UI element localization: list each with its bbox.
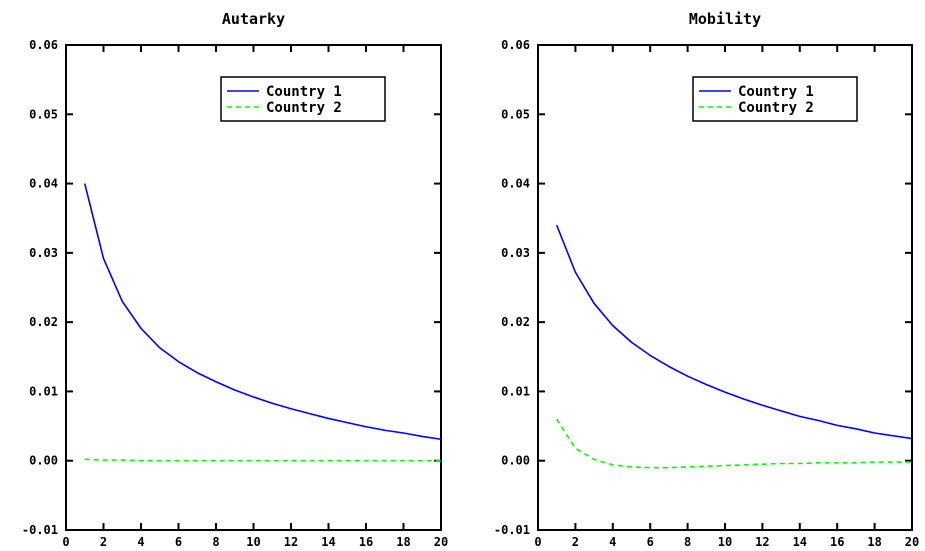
x-tick-label: 6 <box>647 535 654 547</box>
y-tick-label: 0.03 <box>29 246 58 260</box>
y-tick-label: 0.04 <box>29 177 58 191</box>
series-line-2 <box>84 458 441 462</box>
x-tick-label: 10 <box>246 535 260 547</box>
y-tick-label: 0.02 <box>29 315 58 329</box>
x-tick-label: 14 <box>793 535 807 547</box>
chart-panel-1: Autarky -0.01 0.00 0.01 0.02 0.03 0.04 0.05 0.06… <box>22 10 448 549</box>
x-tick-label: 0 <box>534 535 541 547</box>
x-tick-label: 2 <box>100 535 107 547</box>
x-tick-label: 20 <box>434 535 448 547</box>
series-line-1 <box>555 224 913 440</box>
legend-label-1: Country 1 <box>266 84 342 100</box>
x-tick-label: 8 <box>212 535 219 547</box>
chart-panel-2: Mobility -0.01 0.00 0.01 0.02 0.03 0.04 0.05 0.0… <box>494 10 919 549</box>
series-line-2 <box>556 418 912 469</box>
y-tick-label: 0.04 <box>501 177 530 191</box>
y-tick-label: 0.01 <box>501 384 530 398</box>
y-tick-label: 0.05 <box>501 107 530 121</box>
x-tick-label: 20 <box>905 535 919 547</box>
y-tick-label: 0.00 <box>29 454 58 468</box>
x-tick-label: 6 <box>175 535 182 547</box>
x-tick-label: 18 <box>396 535 410 547</box>
chart-title: Mobility <box>689 10 761 28</box>
y-tick-label: 0.02 <box>501 315 530 329</box>
legend-box <box>692 76 858 122</box>
x-tick-label: 14 <box>321 535 335 547</box>
x-tick-label: 12 <box>284 535 298 547</box>
y-tick-label: 0.03 <box>501 246 530 260</box>
legend-label-1: Country 1 <box>738 84 814 100</box>
x-tick-label: 8 <box>684 535 691 547</box>
x-tick-label: 18 <box>867 535 881 547</box>
series-line-1 <box>83 183 442 441</box>
y-tick-label: 0.06 <box>501 38 530 52</box>
x-tick-label: 4 <box>137 535 144 547</box>
chart-title: Autarky <box>222 10 285 28</box>
x-tick-label: 0 <box>62 535 69 547</box>
x-tick-label: 16 <box>359 535 373 547</box>
y-tick-label: -0.01 <box>22 523 58 537</box>
y-tick-label: 0.00 <box>501 454 530 468</box>
y-tick-label: 0.06 <box>29 38 58 52</box>
legend-label-2: Country 2 <box>266 100 342 116</box>
legend-box <box>220 76 386 122</box>
x-tick-label: 16 <box>830 535 844 547</box>
x-tick-label: 12 <box>755 535 769 547</box>
x-tick-label: 4 <box>609 535 616 547</box>
y-tick-label: 0.01 <box>29 384 58 398</box>
legend-label-2: Country 2 <box>738 100 814 116</box>
y-tick-label: 0.05 <box>29 107 58 121</box>
x-tick-label: 2 <box>572 535 579 547</box>
y-tick-label: -0.01 <box>494 523 530 537</box>
x-tick-label: 10 <box>718 535 732 547</box>
